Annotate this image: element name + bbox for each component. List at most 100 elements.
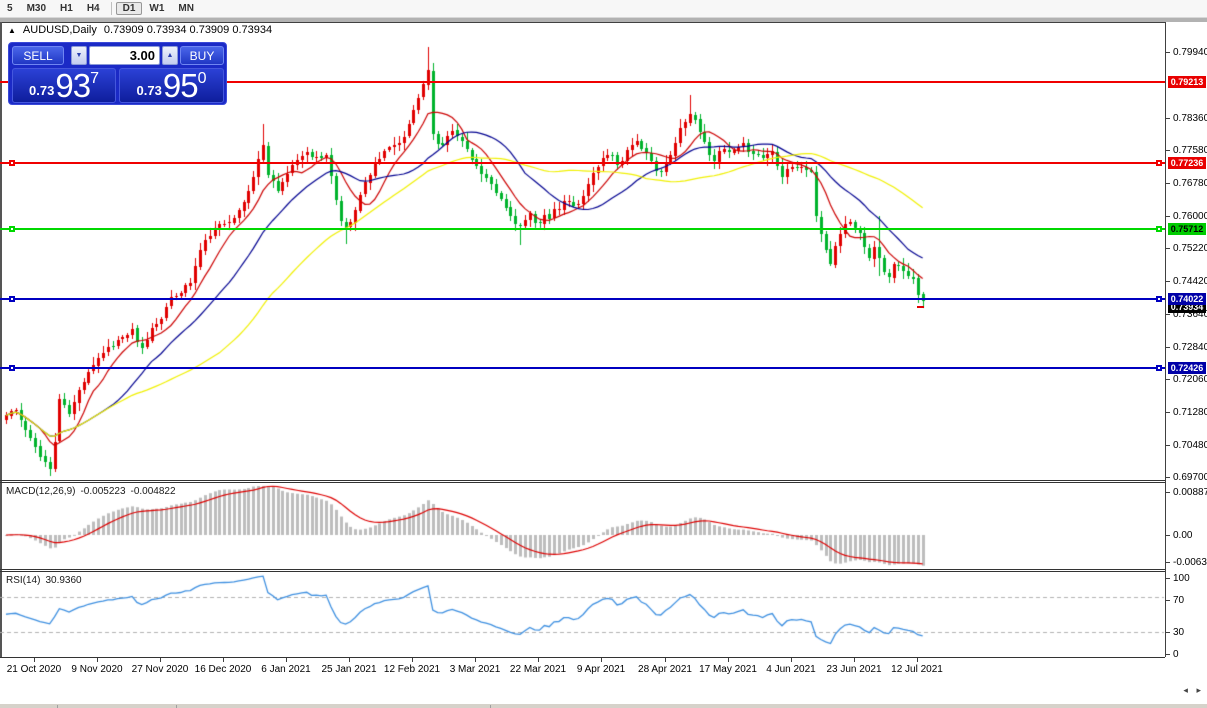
volume-input[interactable] [89, 46, 160, 65]
axis-tick-label: 0.79940 [1173, 47, 1207, 58]
timeframe-button-5[interactable]: 5 [7, 3, 13, 14]
rsi-label: RSI(14) 30.9360 [6, 575, 82, 586]
plot-bottom-border [0, 657, 1165, 658]
timeframe-button-MN[interactable]: MN [178, 3, 194, 14]
axis-tick-mark [1166, 52, 1170, 53]
collapse-triangle-icon[interactable]: ▲ [8, 25, 16, 35]
timeframe-button-H4[interactable]: H4 [86, 3, 100, 14]
tab-scroll-right-icon[interactable]: ▸ [1196, 685, 1201, 695]
date-tick-mark [538, 658, 539, 662]
status-strip [0, 703, 1207, 708]
horizontal-line-0.77236[interactable] [0, 162, 1165, 164]
line-handle[interactable] [9, 160, 15, 166]
date-tick-label: 23 Jun 2021 [826, 664, 882, 675]
axis-tick-label: 70 [1173, 595, 1185, 606]
timeframe-button-H1[interactable]: H1 [60, 3, 73, 14]
price-axis[interactable]: 0.79940 0.78360 0.77580 0.76780 0.76000 0.752… [1165, 22, 1207, 660]
sell-price-panel[interactable]: 0.73 93 7 [12, 68, 116, 103]
timeframe-button-M30[interactable]: M30 [26, 3, 47, 14]
rsi-name: RSI(14) [6, 575, 41, 586]
chart-symbol-period: AUDUSD,Daily [22, 24, 97, 36]
axis-tick-label: -0.00632 [1173, 557, 1207, 568]
tab-scroll-nav: ◂ ▸ [1180, 685, 1204, 696]
line-handle[interactable] [9, 296, 15, 302]
axis-tick-label: 0.78360 [1173, 113, 1207, 124]
line-handle[interactable] [9, 226, 15, 232]
date-tick-label: 27 Nov 2020 [131, 664, 189, 675]
horizontal-line-0.75712[interactable] [0, 228, 1165, 230]
axis-tick-label: 0.76780 [1173, 178, 1207, 189]
timeframe-button-W1[interactable]: W1 [149, 3, 165, 14]
buy-price-panel[interactable]: 0.73 95 0 [119, 68, 224, 103]
horizontal-line-0.79213[interactable] [0, 81, 1165, 83]
date-tick-mark [791, 658, 792, 662]
axis-tick-mark [1166, 578, 1170, 579]
axis-tick-label: 0.73640 [1173, 309, 1207, 320]
date-tick-label: 6 Jan 2021 [261, 664, 311, 675]
price-level-badge: 0.77236 [1168, 157, 1206, 169]
date-tick-label: 28 Apr 2021 [638, 664, 692, 675]
axis-tick-mark [1166, 600, 1170, 601]
date-tick-label: 4 Jun 2021 [766, 664, 816, 675]
horizontal-line-0.72426[interactable] [0, 367, 1165, 369]
volume-decrease-button[interactable]: ▼ [71, 46, 87, 65]
date-tick-mark [160, 658, 161, 662]
buy-price-small: 0.73 [136, 83, 162, 98]
date-tick-label: 17 May 2021 [699, 664, 757, 675]
axis-tick-mark [1166, 562, 1170, 563]
date-tick-label: 3 Mar 2021 [449, 664, 501, 675]
buy-button[interactable]: BUY [180, 46, 224, 65]
price-level-badge: 0.74022 [1168, 293, 1206, 305]
axis-tick-mark [1166, 248, 1170, 249]
axis-tick-label: 30 [1173, 627, 1185, 638]
toolbar-separator [110, 2, 112, 15]
macd-label: MACD(12,26,9) -0.005223 -0.004822 [6, 486, 176, 497]
axis-tick-mark [1166, 118, 1170, 119]
axis-tick-mark [1166, 281, 1170, 282]
line-handle[interactable] [1156, 365, 1162, 371]
sell-price-small: 0.73 [29, 83, 55, 98]
sell-price-big: 93 [55, 67, 91, 104]
axis-tick-mark [1166, 412, 1170, 413]
date-tick-mark [917, 658, 918, 662]
price-level-badge: 0.72426 [1168, 362, 1206, 374]
axis-tick-label: 0.008871 [1173, 487, 1207, 498]
line-handle[interactable] [9, 365, 15, 371]
chart-title: ▲ AUDUSD,Daily 0.73909 0.73934 0.73909 0… [8, 24, 272, 36]
axis-tick-mark [1166, 314, 1170, 315]
one-click-trading-panel: SELL ▼ ▲ BUY 0.73 93 7 0.73 95 0 [8, 42, 227, 105]
date-tick-mark [349, 658, 350, 662]
price-chart-canvas[interactable] [0, 22, 1165, 657]
axis-tick-label: 0.71280 [1173, 407, 1207, 418]
tab-scroll-left-icon[interactable]: ◂ [1183, 685, 1188, 695]
timeframe-button-D1[interactable]: D1 [115, 2, 143, 15]
axis-tick-mark [1166, 535, 1170, 536]
price-level-badge: 0.79213 [1168, 76, 1206, 88]
date-tick-mark [665, 658, 666, 662]
line-handle[interactable] [1156, 160, 1162, 166]
axis-tick-mark [1166, 347, 1170, 348]
axis-tick-label: 0 [1173, 649, 1179, 660]
current-price-marker [917, 306, 924, 308]
date-axis[interactable]: 21 Oct 2020 9 Nov 2020 27 Nov 2020 16 Dec 2… [0, 657, 1165, 678]
price-level-badge: 0.75712 [1168, 223, 1206, 235]
date-tick-label: 12 Jul 2021 [891, 664, 943, 675]
axis-tick-label: 100 [1173, 573, 1190, 584]
date-tick-label: 21 Oct 2020 [6, 664, 62, 675]
axis-tick-label: 0.77580 [1173, 145, 1207, 156]
sell-button[interactable]: SELL [12, 46, 64, 65]
axis-tick-mark [1166, 654, 1170, 655]
volume-increase-button[interactable]: ▲ [162, 46, 178, 65]
line-handle[interactable] [1156, 226, 1162, 232]
line-handle[interactable] [1156, 296, 1162, 302]
date-tick-mark [412, 658, 413, 662]
axis-tick-label: 0.75220 [1173, 243, 1207, 254]
buy-price-pip: 0 [197, 70, 207, 87]
horizontal-line-0.74022[interactable] [0, 298, 1165, 300]
axis-tick-label: 0.70480 [1173, 440, 1207, 451]
date-tick-label: 25 Jan 2021 [321, 664, 377, 675]
date-tick-mark [286, 658, 287, 662]
rsi-value: 30.9360 [45, 575, 82, 586]
date-tick-mark [601, 658, 602, 662]
macd-name: MACD(12,26,9) [6, 486, 76, 497]
